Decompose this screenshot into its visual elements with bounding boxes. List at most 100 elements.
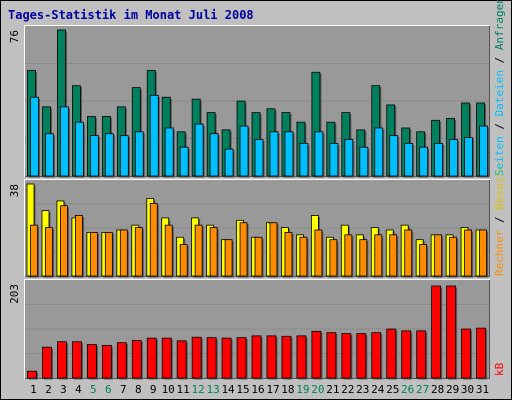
files-bar xyxy=(419,146,429,177)
x-tick-label: 11 xyxy=(177,383,190,396)
sites-bar xyxy=(179,244,188,277)
sites-bar xyxy=(224,239,233,277)
sites-bar xyxy=(449,236,457,277)
sites-bar xyxy=(134,227,143,277)
x-tick-label: 25 xyxy=(386,383,399,396)
files-bar xyxy=(404,142,414,177)
files-bar xyxy=(89,135,99,177)
y-max-label: 203 xyxy=(8,284,21,304)
legend-bottom: kB xyxy=(493,362,506,376)
kbytes-bar xyxy=(176,340,187,379)
files-bar xyxy=(104,133,114,177)
legend-visits: Besuche xyxy=(493,163,506,209)
sites-bar xyxy=(389,234,398,277)
files-bar xyxy=(464,137,473,177)
files-bar xyxy=(60,106,69,177)
files-bar xyxy=(284,131,294,177)
kbytes-bar xyxy=(446,285,456,379)
x-tick-label: 3 xyxy=(60,383,67,396)
kbytes-bar xyxy=(42,346,52,379)
files-bar xyxy=(134,131,144,177)
files-bar xyxy=(329,142,339,177)
sites-bar xyxy=(359,239,368,277)
sites-bar xyxy=(269,222,278,277)
files-bar xyxy=(45,133,54,177)
files-bar xyxy=(254,139,264,177)
files-bar xyxy=(209,133,219,177)
legend-separator: / xyxy=(493,50,506,70)
x-tick-label: 12 xyxy=(192,383,205,396)
x-tick-label: 19 xyxy=(296,383,309,396)
files-bar xyxy=(269,131,279,177)
kbytes-bar xyxy=(266,335,277,379)
kbytes-bar xyxy=(401,330,412,379)
kbytes-bar xyxy=(371,332,382,379)
kbytes-bar xyxy=(326,332,337,379)
files-bar xyxy=(449,139,458,177)
sites-bar xyxy=(419,244,428,277)
files-bar xyxy=(224,148,234,177)
kbytes-bar xyxy=(101,344,112,379)
files-bar xyxy=(179,146,189,177)
x-tick-label: 5 xyxy=(90,383,97,396)
sites-bar xyxy=(30,224,38,277)
files-bar xyxy=(389,135,399,177)
sites-bar xyxy=(464,229,472,277)
files-bar xyxy=(149,94,159,177)
x-tick-label: 21 xyxy=(326,383,339,396)
x-tick-label: 30 xyxy=(461,383,474,396)
x-tick-label: 4 xyxy=(75,383,82,396)
x-tick-label: 26 xyxy=(401,383,414,396)
sites-bar xyxy=(209,227,218,277)
files-bar xyxy=(164,127,174,177)
x-tick-label: 29 xyxy=(446,383,459,396)
sites-bar xyxy=(329,239,338,277)
kbytes-bar xyxy=(236,337,247,379)
x-axis-labels: 1 2 3 4 5 6 7 8 9 10 11 12 13 14 15 16 17 18 19 20 21 22 23 24 2… xyxy=(30,383,489,396)
kbytes-bar xyxy=(206,337,217,379)
x-tick-label: 15 xyxy=(236,383,249,396)
files-bar xyxy=(479,125,488,177)
sites-bar xyxy=(149,202,158,277)
sites-bar xyxy=(89,232,98,277)
files-bar xyxy=(434,142,444,177)
x-tick-label: 9 xyxy=(150,383,157,396)
kbytes-bar xyxy=(86,344,97,379)
kbytes-bar xyxy=(251,335,262,379)
kbytes-bar xyxy=(476,327,486,379)
x-tick-label: 10 xyxy=(162,383,175,396)
files-bar xyxy=(299,142,309,177)
x-tick-label: 20 xyxy=(311,383,324,396)
sites-bar xyxy=(404,229,413,277)
kbytes-bar xyxy=(461,328,471,379)
chart-title: Tages-Statistik im Monat Juli 2008 xyxy=(8,8,254,22)
legend-hits: Anfragen xyxy=(493,0,506,50)
x-tick-label: 2 xyxy=(45,383,52,396)
sites-bar xyxy=(299,236,308,277)
files-bar xyxy=(359,146,369,177)
files-bar xyxy=(194,123,204,177)
sites-bar xyxy=(434,234,443,277)
x-tick-label: 8 xyxy=(135,383,142,396)
x-tick-label: 28 xyxy=(431,383,444,396)
x-tick-label: 24 xyxy=(371,383,385,396)
x-tick-label: 16 xyxy=(251,383,264,396)
x-tick-label: 13 xyxy=(206,383,219,396)
kbytes-bar xyxy=(146,337,157,379)
kbytes-bar xyxy=(57,341,67,379)
sites-bar xyxy=(284,232,293,277)
y-max-label: 38 xyxy=(8,184,21,197)
sites-bar xyxy=(104,232,113,277)
files-bar xyxy=(239,125,249,177)
kbytes-bar xyxy=(356,333,367,379)
sites-bar xyxy=(194,224,203,277)
sites-bar xyxy=(344,234,353,277)
files-bar xyxy=(75,121,84,177)
x-tick-label: 27 xyxy=(416,383,429,396)
x-tick-label: 14 xyxy=(221,383,235,396)
kbytes-bar xyxy=(221,337,232,379)
legend-kbytes: kB xyxy=(493,362,506,376)
sites-bar xyxy=(75,215,83,277)
kbytes-bar xyxy=(431,285,442,379)
kbytes-bar xyxy=(191,336,202,379)
